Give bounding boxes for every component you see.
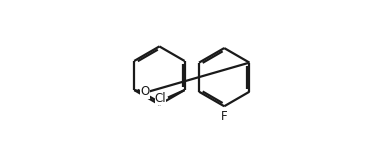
Text: O: O [141, 85, 150, 98]
Text: Cl: Cl [155, 92, 166, 105]
Text: F: F [221, 110, 228, 123]
